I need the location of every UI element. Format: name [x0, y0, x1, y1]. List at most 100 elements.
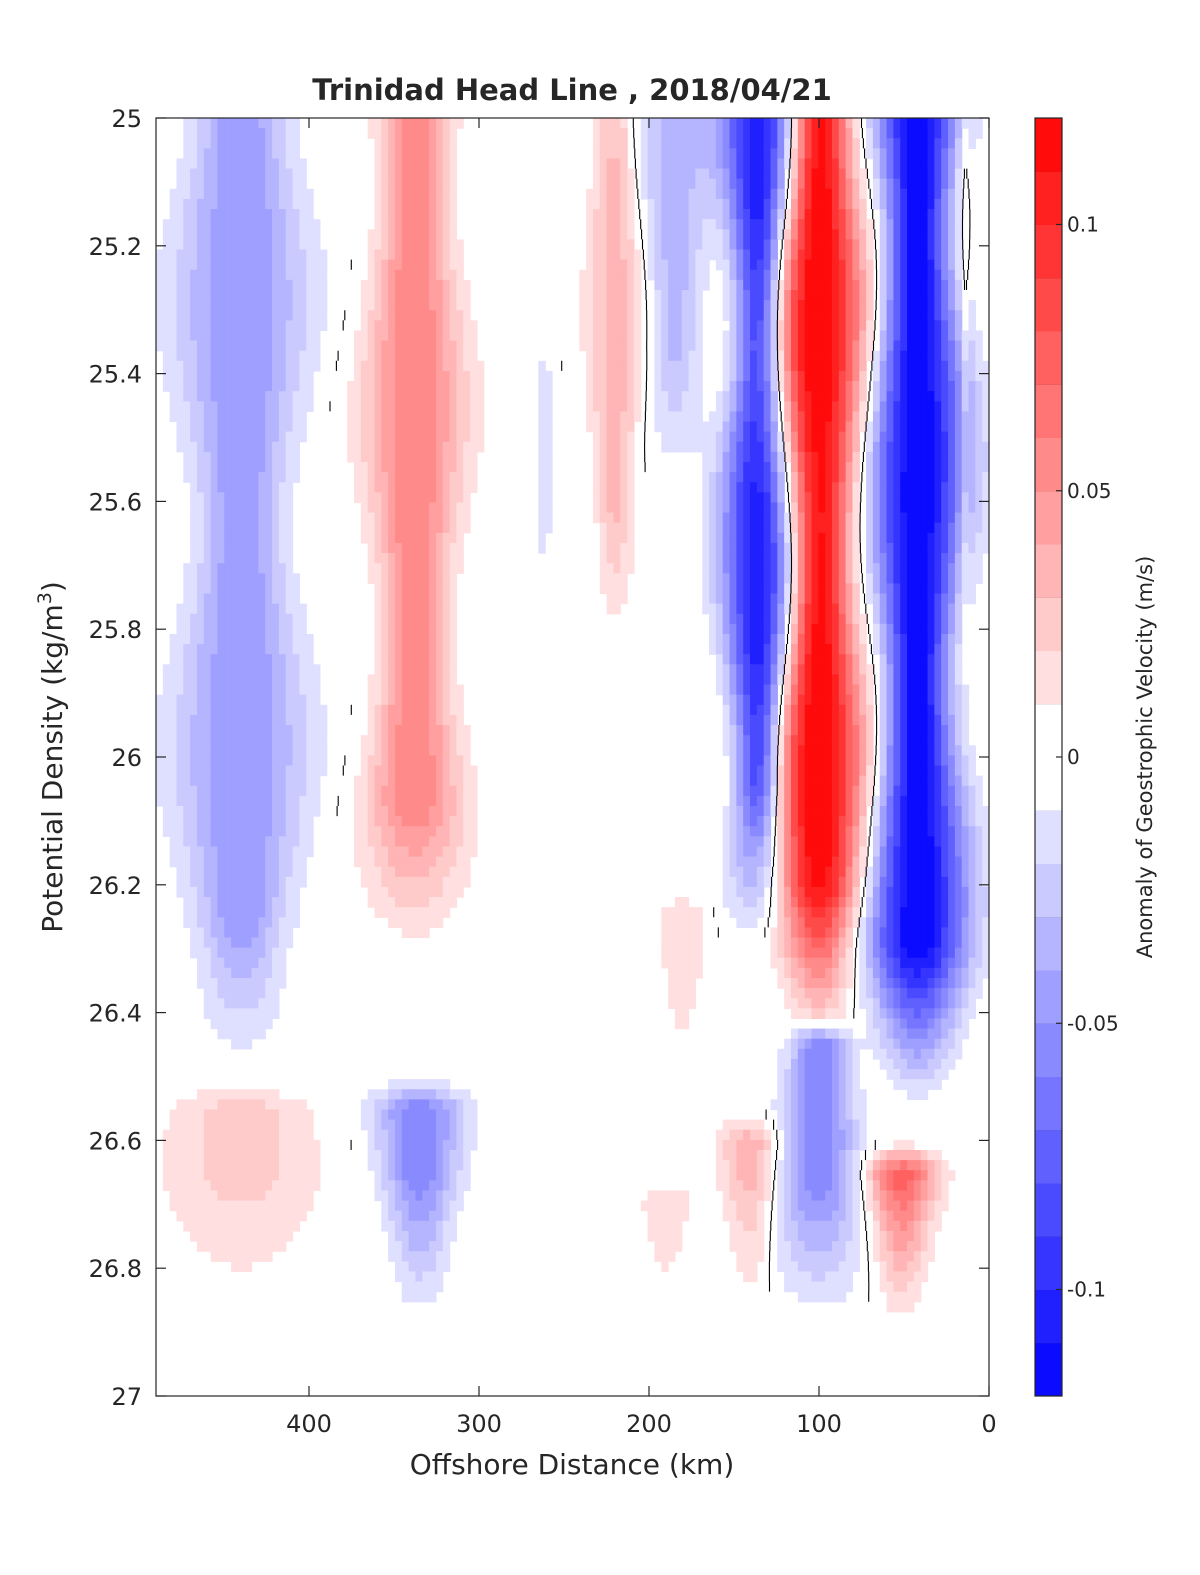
heatmap-cell — [374, 158, 382, 170]
heatmap-cell — [224, 431, 232, 443]
heatmap-cell — [627, 229, 635, 241]
heatmap-cell — [183, 462, 191, 473]
heatmap-cell — [237, 451, 246, 463]
heatmap-cell — [702, 512, 710, 524]
heatmap-cell — [183, 168, 191, 180]
heatmap-cell — [743, 290, 751, 301]
heatmap-cell — [606, 573, 615, 585]
heatmap-cell — [688, 249, 696, 261]
heatmap-cell — [299, 714, 307, 726]
heatmap-cell — [435, 704, 444, 716]
heatmap-cell — [852, 613, 860, 625]
heatmap-cell — [299, 168, 307, 180]
heatmap-cell — [627, 482, 635, 493]
heatmap-cell — [797, 290, 806, 301]
heatmap-cell — [852, 168, 860, 180]
heatmap-cell — [831, 421, 840, 433]
heatmap-cell — [367, 725, 376, 736]
heatmap-cell — [681, 148, 690, 160]
heatmap-cell — [866, 219, 874, 230]
heatmap-cell — [429, 188, 437, 200]
heatmap-cell — [203, 198, 212, 210]
heatmap-cell — [374, 563, 382, 574]
heatmap-cell — [872, 148, 881, 160]
heatmap-cell — [927, 239, 935, 251]
heatmap-cell — [278, 492, 287, 504]
heatmap-cell — [879, 613, 888, 625]
heatmap-cell — [299, 209, 307, 220]
heatmap-cell — [285, 431, 294, 443]
heatmap-cell — [442, 148, 451, 160]
heatmap-cell — [845, 188, 854, 200]
heatmap-cell — [750, 654, 758, 665]
heatmap-cell — [435, 522, 444, 534]
heatmap-cell — [886, 603, 895, 615]
heatmap-cell — [948, 300, 956, 311]
heatmap-cell — [401, 522, 410, 534]
heatmap-cell — [900, 279, 908, 291]
heatmap-cell — [756, 168, 765, 180]
heatmap-cell — [592, 138, 601, 149]
heatmap-cell — [907, 613, 915, 625]
heatmap-cell — [784, 522, 792, 534]
heatmap-cell — [613, 532, 621, 544]
heatmap-cell — [743, 178, 751, 190]
heatmap-cell — [661, 391, 669, 402]
heatmap-cell — [736, 573, 744, 585]
heatmap-cell — [435, 421, 444, 433]
heatmap-cell — [374, 209, 382, 220]
heatmap-cell — [900, 118, 908, 129]
heatmap-cell — [831, 350, 840, 362]
heatmap-cell — [948, 229, 956, 241]
heatmap-cell — [872, 168, 881, 180]
heatmap-cell — [606, 522, 615, 534]
heatmap-cell — [169, 370, 178, 382]
heatmap-cell — [210, 492, 219, 504]
heatmap-cell — [237, 431, 246, 443]
heatmap-cell — [900, 300, 908, 311]
heatmap-cell — [756, 360, 765, 372]
heatmap-cell — [715, 138, 724, 149]
heatmap-cell — [900, 370, 908, 382]
heatmap-cell — [415, 623, 423, 635]
heatmap-cell — [756, 118, 765, 129]
heatmap-cell — [674, 148, 683, 160]
heatmap-cell — [374, 714, 382, 726]
heatmap-cell — [811, 269, 819, 281]
heatmap-cell — [258, 188, 266, 200]
heatmap-cell — [654, 391, 662, 402]
heatmap-cell — [449, 472, 458, 483]
heatmap-cell — [695, 411, 703, 423]
heatmap-cell — [804, 118, 813, 129]
heatmap-cell — [394, 188, 403, 200]
heatmap-cell — [394, 603, 403, 615]
heatmap-cell — [913, 219, 922, 230]
heatmap-cell — [872, 391, 881, 402]
heatmap-cell — [442, 583, 451, 595]
heatmap-cell — [831, 310, 840, 321]
heatmap-cell — [620, 482, 628, 493]
heatmap-cell — [811, 674, 819, 686]
heatmap-cell — [893, 340, 901, 352]
heatmap-cell — [770, 421, 778, 433]
heatmap-cell — [647, 168, 656, 180]
heatmap-cell — [756, 532, 765, 544]
heatmap-cell — [217, 360, 225, 372]
heatmap-cell — [278, 381, 287, 392]
heatmap-cell — [456, 381, 464, 392]
heatmap-cell — [654, 310, 662, 321]
heatmap-cell — [408, 350, 417, 362]
heatmap-cell — [907, 532, 915, 544]
heatmap-cell — [907, 462, 915, 473]
heatmap-cell — [907, 512, 915, 524]
heatmap-cell — [224, 725, 232, 736]
heatmap-cell — [954, 310, 963, 321]
heatmap-cell — [886, 563, 895, 574]
heatmap-cell — [941, 512, 949, 524]
heatmap-cell — [838, 512, 847, 524]
heatmap-cell — [968, 391, 976, 402]
heatmap-cell — [852, 350, 860, 362]
heatmap-cell — [210, 664, 219, 676]
heatmap-cell — [709, 148, 717, 160]
heatmap-cell — [210, 674, 219, 686]
